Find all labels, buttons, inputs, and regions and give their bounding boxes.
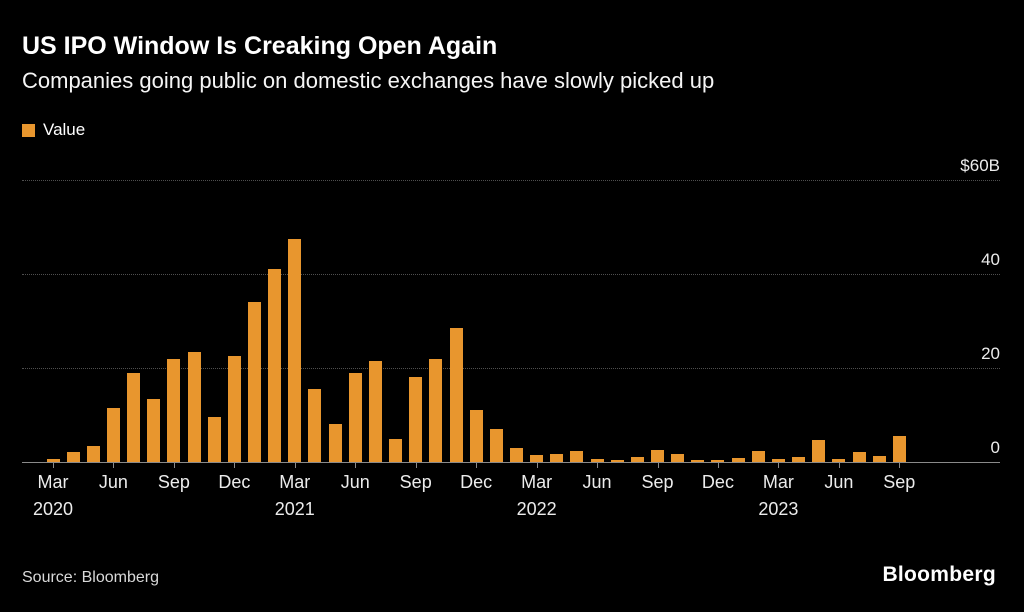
bar-jul-2022 [610, 460, 624, 462]
bar-may-2022 [570, 450, 584, 462]
x-tick-mark [838, 462, 840, 468]
x-axis-label: Mar [762, 472, 794, 492]
x-axis-year-label: 2020 [32, 499, 74, 519]
x-axis-label: Dec [218, 472, 251, 492]
x-tick-mark [717, 462, 719, 468]
bar-dec-2021 [469, 410, 483, 462]
bloomberg-logo: Bloomberg [882, 563, 996, 586]
bar-jun-2023 [832, 459, 846, 462]
x-axis-label: Sep [883, 472, 916, 492]
bar-oct-2020 [187, 351, 201, 462]
bar-jun-2020 [106, 407, 120, 462]
bar-mar-2023 [771, 459, 785, 462]
bar-dec-2020 [227, 356, 241, 462]
x-axis-label: Dec [701, 472, 734, 492]
x-axis-label: Mar [521, 472, 553, 492]
chart-title: US IPO Window Is Creaking Open Again [22, 32, 498, 60]
bar-jun-2021 [348, 372, 362, 462]
bar-mar-2021 [288, 238, 302, 462]
x-tick-mark [415, 462, 417, 468]
bar-jun-2022 [590, 459, 604, 462]
x-axis-label: Sep [157, 472, 190, 492]
bar-nov-2021 [449, 328, 463, 462]
bar-aug-2020 [147, 398, 161, 462]
y-axis-label-0: 0 [990, 438, 1000, 457]
bar-jul-2020 [127, 372, 141, 462]
gridline-20 [22, 368, 1000, 369]
bar-chart: $60B 40 20 0 Mar 2020 Jun Sep Dec Mar 2021 Jun Sep De… [22, 156, 1000, 519]
x-tick-mark [657, 462, 659, 468]
bar-oct-2022 [671, 454, 685, 462]
y-axis-label-60: $60B [960, 156, 1000, 175]
x-tick-mark [536, 462, 538, 468]
x-axis-year-label: 2021 [274, 499, 315, 519]
bar-apr-2020 [66, 451, 80, 462]
source-note: Source: Bloomberg [22, 569, 159, 586]
x-axis-label: Jun [98, 472, 128, 492]
bar-sep-2021 [409, 377, 423, 462]
x-tick-mark [597, 462, 599, 468]
x-axis-label: Jun [582, 472, 612, 492]
bar-nov-2020 [207, 417, 221, 462]
bar-dec-2022 [711, 460, 725, 462]
bar-feb-2023 [751, 450, 765, 462]
x-tick-mark [173, 462, 175, 468]
bar-aug-2023 [872, 456, 886, 462]
legend-swatch-icon [22, 123, 35, 137]
legend-label: Value [43, 120, 86, 139]
bar-aug-2022 [630, 456, 644, 462]
x-tick-mark [53, 462, 54, 468]
x-axis-label: Jun [824, 472, 854, 492]
chart-subtitle: Companies going public on domestic excha… [22, 68, 715, 93]
bar-jul-2023 [852, 451, 866, 462]
x-tick-mark [355, 462, 357, 468]
bar-aug-2021 [389, 438, 403, 462]
bar-nov-2022 [691, 460, 705, 462]
bar-jan-2021 [248, 302, 261, 462]
gridline-60 [22, 180, 1000, 181]
x-axis-label: Sep [641, 472, 674, 492]
bar-may-2021 [328, 424, 342, 462]
bar-mar-2020 [46, 458, 60, 462]
legend: Value [22, 120, 85, 140]
bar-apr-2021 [308, 389, 322, 462]
x-tick-mark [294, 462, 296, 468]
x-axis-label: Dec [460, 472, 493, 492]
x-axis-label: Jun [340, 472, 370, 492]
bar-may-2020 [86, 446, 100, 462]
x-tick-mark [778, 462, 780, 468]
bar-oct-2021 [429, 358, 443, 462]
x-tick-mark [476, 462, 478, 468]
x-axis-year-label: 2022 [516, 499, 557, 519]
bar-sep-2020 [167, 358, 181, 462]
bar-jan-2022 [489, 429, 503, 462]
x-axis-label: Mar [37, 472, 69, 492]
x-axis-label: Mar [279, 472, 311, 492]
x-tick-mark [899, 462, 901, 468]
x-axis-label: Sep [399, 472, 432, 492]
bar-apr-2022 [550, 454, 564, 462]
gridline-40 [22, 274, 1000, 275]
bar-feb-2022 [509, 447, 523, 462]
bar-jan-2023 [731, 457, 745, 462]
x-tick-mark [234, 462, 236, 468]
bar-jul-2021 [368, 360, 382, 462]
y-axis-label-20: 20 [981, 344, 1000, 363]
bar-may-2023 [812, 439, 826, 462]
x-axis-year-label: 2023 [758, 499, 799, 519]
bar-feb-2021 [268, 269, 282, 462]
bar-mar-2022 [530, 455, 544, 462]
x-axis-baseline [22, 462, 1000, 463]
bar-apr-2023 [792, 457, 806, 462]
bar-sep-2022 [651, 450, 664, 462]
bar-sep-2023 [892, 435, 906, 462]
x-tick-mark [113, 462, 115, 468]
y-axis-label-40: 40 [981, 250, 1000, 269]
